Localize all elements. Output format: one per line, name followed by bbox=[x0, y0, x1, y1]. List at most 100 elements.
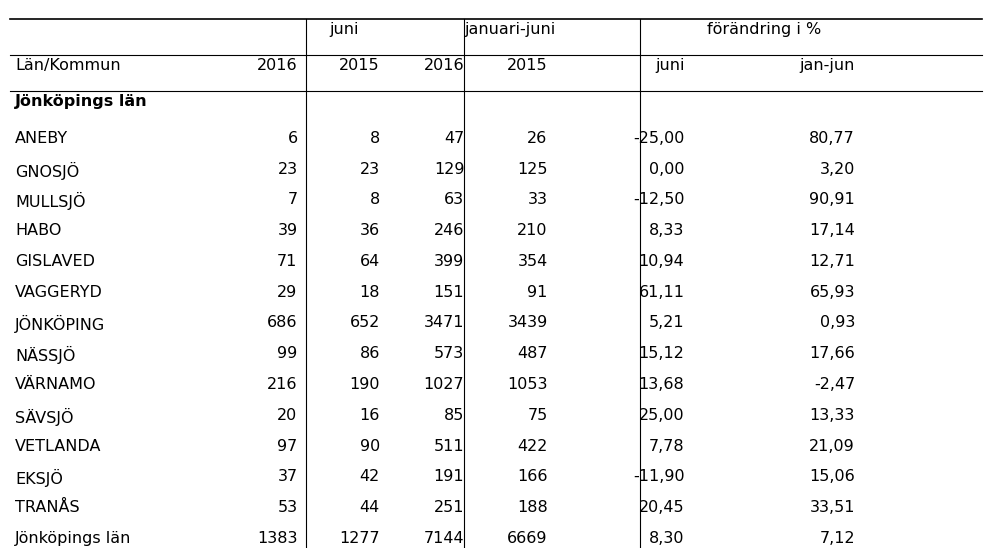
Text: 1053: 1053 bbox=[507, 377, 548, 392]
Text: 21,09: 21,09 bbox=[809, 438, 855, 454]
Text: 2015: 2015 bbox=[507, 58, 548, 73]
Text: 5,21: 5,21 bbox=[649, 316, 684, 330]
Text: 47: 47 bbox=[444, 131, 464, 146]
Text: 0,93: 0,93 bbox=[819, 316, 855, 330]
Text: HABO: HABO bbox=[15, 223, 62, 238]
Text: 7,78: 7,78 bbox=[649, 438, 684, 454]
Text: 53: 53 bbox=[278, 500, 298, 515]
Text: Jönköpings län: Jönköpings län bbox=[15, 94, 148, 109]
Text: juni: juni bbox=[329, 21, 359, 37]
Text: 33: 33 bbox=[528, 192, 548, 207]
Text: SÄVSJÖ: SÄVSJÖ bbox=[15, 408, 73, 426]
Text: 36: 36 bbox=[360, 223, 380, 238]
Text: 0,00: 0,00 bbox=[649, 162, 684, 176]
Text: 20,45: 20,45 bbox=[639, 500, 684, 515]
Text: -2,47: -2,47 bbox=[813, 377, 855, 392]
Text: 97: 97 bbox=[278, 438, 298, 454]
Text: 33,51: 33,51 bbox=[809, 500, 855, 515]
Text: 44: 44 bbox=[360, 500, 380, 515]
Text: -11,90: -11,90 bbox=[633, 470, 684, 484]
Text: 86: 86 bbox=[359, 346, 380, 361]
Text: -12,50: -12,50 bbox=[633, 192, 684, 207]
Text: juni: juni bbox=[655, 58, 684, 73]
Text: 65,93: 65,93 bbox=[809, 284, 855, 300]
Text: 64: 64 bbox=[360, 254, 380, 269]
Text: 20: 20 bbox=[278, 408, 298, 423]
Text: 37: 37 bbox=[278, 470, 298, 484]
Text: 8,30: 8,30 bbox=[649, 531, 684, 546]
Text: 12,71: 12,71 bbox=[809, 254, 855, 269]
Text: 2016: 2016 bbox=[257, 58, 298, 73]
Text: 3,20: 3,20 bbox=[819, 162, 855, 176]
Text: 90,91: 90,91 bbox=[809, 192, 855, 207]
Text: 17,14: 17,14 bbox=[809, 223, 855, 238]
Text: 2015: 2015 bbox=[339, 58, 380, 73]
Text: 422: 422 bbox=[517, 438, 548, 454]
Text: VAGGERYD: VAGGERYD bbox=[15, 284, 103, 300]
Text: 15,06: 15,06 bbox=[809, 470, 855, 484]
Text: 39: 39 bbox=[278, 223, 298, 238]
Text: 216: 216 bbox=[267, 377, 298, 392]
Text: 2016: 2016 bbox=[424, 58, 464, 73]
Text: 8: 8 bbox=[370, 131, 380, 146]
Text: 3471: 3471 bbox=[424, 316, 464, 330]
Text: 61,11: 61,11 bbox=[639, 284, 684, 300]
Text: 7: 7 bbox=[288, 192, 298, 207]
Text: 8: 8 bbox=[370, 192, 380, 207]
Text: 99: 99 bbox=[278, 346, 298, 361]
Text: 1027: 1027 bbox=[424, 377, 464, 392]
Text: 29: 29 bbox=[278, 284, 298, 300]
Text: 3439: 3439 bbox=[507, 316, 548, 330]
Text: GISLAVED: GISLAVED bbox=[15, 254, 95, 269]
Text: EKSJÖ: EKSJÖ bbox=[15, 470, 62, 487]
Text: -25,00: -25,00 bbox=[633, 131, 684, 146]
Text: 42: 42 bbox=[360, 470, 380, 484]
Text: 6: 6 bbox=[288, 131, 298, 146]
Text: MULLSJÖ: MULLSJÖ bbox=[15, 192, 85, 210]
Text: 8,33: 8,33 bbox=[649, 223, 684, 238]
Text: TRANÅS: TRANÅS bbox=[15, 500, 79, 515]
Text: 17,66: 17,66 bbox=[809, 346, 855, 361]
Text: 7144: 7144 bbox=[424, 531, 464, 546]
Text: januari-juni: januari-juni bbox=[464, 21, 556, 37]
Text: NÄSSJÖ: NÄSSJÖ bbox=[15, 346, 75, 364]
Text: 91: 91 bbox=[527, 284, 548, 300]
Text: VÄRNAMO: VÄRNAMO bbox=[15, 377, 96, 392]
Text: 1277: 1277 bbox=[339, 531, 380, 546]
Text: 85: 85 bbox=[443, 408, 464, 423]
Text: 80,77: 80,77 bbox=[809, 131, 855, 146]
Text: Jönköpings län: Jönköpings län bbox=[15, 531, 131, 546]
Text: 511: 511 bbox=[434, 438, 464, 454]
Text: 25,00: 25,00 bbox=[639, 408, 684, 423]
Text: 10,94: 10,94 bbox=[639, 254, 684, 269]
Text: 18: 18 bbox=[359, 284, 380, 300]
Text: JÖNKÖPING: JÖNKÖPING bbox=[15, 316, 105, 334]
Text: 63: 63 bbox=[444, 192, 464, 207]
Text: 188: 188 bbox=[517, 500, 548, 515]
Text: 125: 125 bbox=[517, 162, 548, 176]
Text: 26: 26 bbox=[528, 131, 548, 146]
Text: 23: 23 bbox=[360, 162, 380, 176]
Text: 7,12: 7,12 bbox=[819, 531, 855, 546]
Text: 13,68: 13,68 bbox=[639, 377, 684, 392]
Text: 90: 90 bbox=[360, 438, 380, 454]
Text: VETLANDA: VETLANDA bbox=[15, 438, 101, 454]
Text: 16: 16 bbox=[359, 408, 380, 423]
Text: ANEBY: ANEBY bbox=[15, 131, 68, 146]
Text: 573: 573 bbox=[434, 346, 464, 361]
Text: 129: 129 bbox=[434, 162, 464, 176]
Text: 399: 399 bbox=[434, 254, 464, 269]
Text: jan-jun: jan-jun bbox=[800, 58, 855, 73]
Text: 686: 686 bbox=[267, 316, 298, 330]
Text: 71: 71 bbox=[277, 254, 298, 269]
Text: förändring i %: förändring i % bbox=[706, 21, 821, 37]
Text: 652: 652 bbox=[349, 316, 380, 330]
Text: 166: 166 bbox=[517, 470, 548, 484]
Text: 1383: 1383 bbox=[257, 531, 298, 546]
Text: 190: 190 bbox=[349, 377, 380, 392]
Text: Län/Kommun: Län/Kommun bbox=[15, 58, 120, 73]
Text: 151: 151 bbox=[434, 284, 464, 300]
Text: 487: 487 bbox=[517, 346, 548, 361]
Text: 75: 75 bbox=[528, 408, 548, 423]
Text: 191: 191 bbox=[434, 470, 464, 484]
